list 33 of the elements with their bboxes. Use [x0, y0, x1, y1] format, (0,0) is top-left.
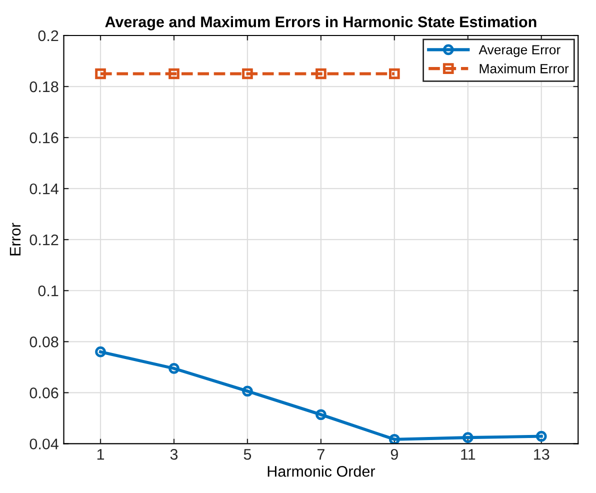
point [168, 363, 180, 374]
y-axis-title: Error [10, 222, 21, 256]
point [242, 386, 253, 397]
y-tick-label: 0.08 [30, 336, 58, 348]
x-tick-label: 13 [534, 448, 550, 460]
y-tick-label: 0.18 [30, 81, 58, 92]
x-axis-title: Harmonic Order [268, 466, 376, 477]
y-tick-label: 0.06 [30, 388, 58, 398]
point [316, 68, 326, 80]
point [95, 68, 106, 80]
x-tick-label: 9 [390, 448, 398, 460]
point [316, 409, 326, 420]
x-tick-label: 7 [317, 449, 324, 460]
x-tick-label: 1 [97, 449, 104, 460]
legend-label: Maximum Error [480, 64, 569, 74]
point [389, 68, 400, 80]
y-tick-label: 0.12 [30, 234, 58, 246]
point [242, 68, 253, 80]
x-tick-label: 5 [244, 449, 252, 460]
y-tick-label: 0.2 [38, 30, 58, 42]
y-tick-label: 0.1 [38, 285, 58, 296]
legend-label: Average Error [478, 45, 560, 58]
chart-title: Average and Maximum Errors in Harmonic State Estimation [105, 16, 536, 30]
point [389, 434, 400, 444]
point [536, 430, 547, 442]
point [462, 432, 474, 443]
y-tick-label: 0.04 [30, 438, 58, 450]
x-tick-label: 3 [170, 448, 178, 460]
x-tick-label: 11 [461, 449, 476, 460]
y-tick-label: 0.14 [30, 183, 58, 194]
point [168, 68, 180, 80]
y-tick-label: 0.16 [30, 132, 58, 144]
point [95, 346, 106, 358]
